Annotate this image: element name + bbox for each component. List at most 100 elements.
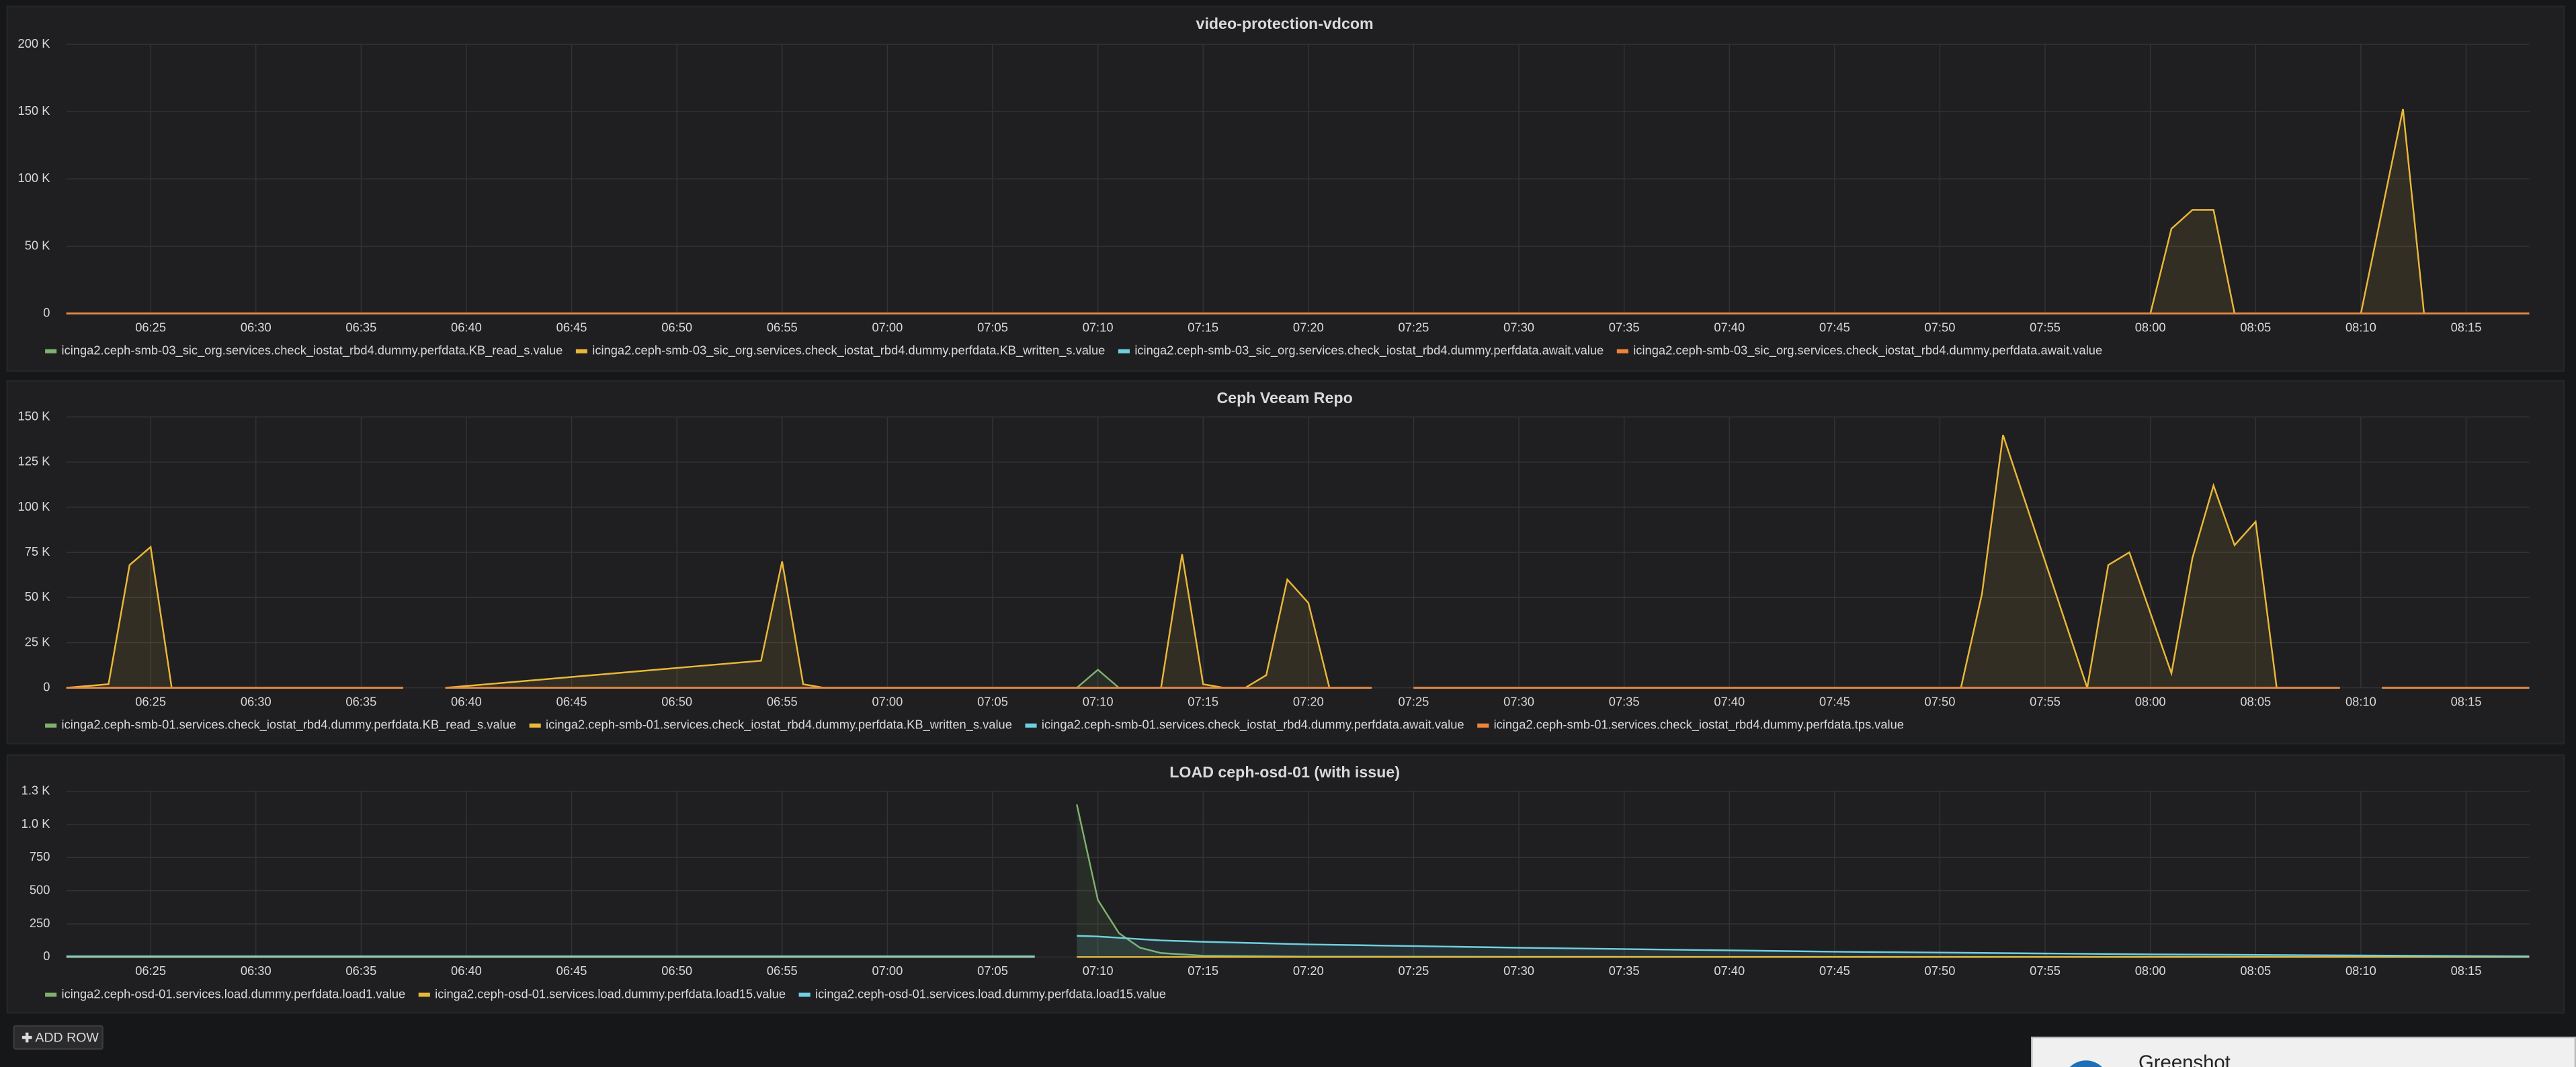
panel-group: Ceph Veeam Repo 0 25 K 50 K 75 K 100 K 125 K 15… <box>6 380 2565 744</box>
x-tick-label: 07:00 <box>872 320 903 334</box>
x-tick-label: 06:45 <box>556 320 587 334</box>
add-row-button[interactable]: ADD ROW <box>13 1025 103 1050</box>
series-line <box>66 935 2530 957</box>
y-tick-label: 750 <box>30 849 50 863</box>
x-tick-label: 06:50 <box>661 320 692 334</box>
notification: Greenshot <box>2030 1036 2576 1067</box>
x-tick-label: 07:45 <box>1819 320 1850 334</box>
x-tick-label: 08:05 <box>2240 694 2271 708</box>
x-tick-label: 07:40 <box>1714 964 1745 978</box>
series-area <box>1077 935 2530 957</box>
x-tick-label: 07:15 <box>1188 694 1218 708</box>
x-tick-label: 06:45 <box>556 964 587 978</box>
y-tick-label: 150 K <box>18 103 51 118</box>
x-tick-label: 06:25 <box>135 964 166 978</box>
x-tick-label: 07:10 <box>1083 320 1114 334</box>
x-tick-label: 07:35 <box>1609 320 1640 334</box>
x-tick-label: 06:25 <box>135 694 166 708</box>
x-tick-label: 06:40 <box>451 320 482 334</box>
x-tick-label: 06:40 <box>451 964 482 978</box>
x-tick-label: 08:05 <box>2240 964 2271 978</box>
x-tick-label: 08:05 <box>2240 320 2271 334</box>
legend-label[interactable]: icinga2.ceph-smb-01.services.check_iosta… <box>546 718 1012 732</box>
x-tick-label: 06:30 <box>241 320 272 334</box>
x-tick-label: 07:05 <box>977 694 1008 708</box>
panel-title: LOAD ceph-osd-01 (with issue) <box>1169 763 1400 781</box>
x-tick-label: 06:25 <box>135 320 166 334</box>
y-tick-label: 200 K <box>18 36 51 50</box>
x-tick-label: 08:10 <box>2345 964 2376 978</box>
x-tick-label: 07:50 <box>1925 964 1956 978</box>
x-tick-label: 07:20 <box>1293 320 1324 334</box>
x-tick-label: 06:40 <box>451 694 482 708</box>
x-tick-label: 07:35 <box>1609 964 1640 978</box>
button-label[interactable]: ADD ROW <box>35 1030 99 1045</box>
x-tick-label: 07:50 <box>1925 320 1956 334</box>
series-area <box>1413 435 2340 688</box>
panel-title: video-protection-vdcom <box>1196 15 1374 32</box>
legend-label[interactable]: icinga2.ceph-smb-01.services.check_iosta… <box>1042 718 1464 732</box>
x-tick-label: 08:15 <box>2451 320 2482 334</box>
x-tick-label: 07:50 <box>1925 694 1956 708</box>
legend-label[interactable]: icinga2.ceph-smb-03_sic_org.services.che… <box>1134 343 1604 358</box>
x-tick-label: 06:55 <box>767 320 798 334</box>
legend-label[interactable]: icinga2.ceph-osd-01.services.load.dummy.… <box>62 986 406 1000</box>
x-tick-label: 07:45 <box>1819 694 1850 708</box>
y-tick-label: 250 <box>30 916 50 930</box>
x-tick-label: 07:15 <box>1188 320 1218 334</box>
y-tick-label: 500 <box>30 882 50 896</box>
y-tick-label: 125 K <box>18 454 51 468</box>
panel <box>6 5 2565 372</box>
x-tick-label: 07:55 <box>2030 694 2061 708</box>
x-tick-label: 07:40 <box>1714 694 1745 708</box>
y-tick-label: 50 K <box>25 589 50 603</box>
x-tick-label: 07:05 <box>977 964 1008 978</box>
y-tick-label: 25 K <box>25 634 50 648</box>
series-line <box>66 435 2530 689</box>
series-line <box>66 108 2530 314</box>
notification-icon <box>2069 1060 2102 1067</box>
x-tick-label: 07:35 <box>1609 694 1640 708</box>
panel-group: LOAD ceph-osd-01 (with issue) 0 250 500 750 1… <box>6 754 2565 1014</box>
y-tick-label: 1.3 K <box>22 783 51 797</box>
x-tick-label: 08:00 <box>2135 964 2166 978</box>
legend-label[interactable]: icinga2.ceph-smb-03_sic_org.services.che… <box>1633 343 2102 358</box>
x-tick-label: 07:20 <box>1293 694 1324 708</box>
notification-frame <box>2030 1036 2576 1067</box>
legend-label[interactable]: icinga2.ceph-osd-01.services.load.dummy.… <box>435 986 786 1000</box>
legend-label[interactable]: icinga2.ceph-smb-01.services.check_iosta… <box>1494 718 1904 732</box>
x-tick-label: 08:00 <box>2135 320 2166 334</box>
panels: video-protection-vdcom 0 50 K 100 K 150 K 200… <box>6 5 2565 1014</box>
x-tick-label: 08:15 <box>2451 964 2482 978</box>
button-frame[interactable] <box>13 1025 103 1050</box>
x-tick-label: 06:55 <box>767 964 798 978</box>
notification-title: Greenshot <box>2138 1052 2231 1067</box>
legend-label[interactable]: icinga2.ceph-smb-01.services.check_iosta… <box>62 718 517 732</box>
x-tick-label: 07:30 <box>1503 320 1534 334</box>
x-tick-label: 07:05 <box>977 320 1008 334</box>
y-tick-label: 150 K <box>18 409 51 423</box>
x-tick-label: 07:55 <box>2030 964 2061 978</box>
x-tick-label: 06:50 <box>661 694 692 708</box>
x-tick-label: 06:35 <box>345 320 376 334</box>
x-tick-label: 07:00 <box>872 964 903 978</box>
x-tick-label: 07:30 <box>1503 694 1534 708</box>
x-tick-label: 07:45 <box>1819 964 1850 978</box>
legend-label[interactable]: icinga2.ceph-smb-03_sic_org.services.che… <box>62 343 563 358</box>
y-tick-label: 0 <box>43 679 50 693</box>
x-tick-label: 07:25 <box>1399 320 1429 334</box>
panel <box>6 380 2565 744</box>
y-tick-label: 0 <box>43 949 50 963</box>
x-tick-label: 06:35 <box>345 964 376 978</box>
x-tick-label: 08:00 <box>2135 694 2166 708</box>
y-tick-label: 100 K <box>18 499 51 513</box>
legend-label[interactable]: icinga2.ceph-smb-03_sic_org.services.che… <box>592 343 1105 358</box>
legend-label[interactable]: icinga2.ceph-osd-01.services.load.dummy.… <box>815 986 1166 1000</box>
y-tick-label: 0 <box>43 305 50 319</box>
y-tick-label: 50 K <box>25 238 50 252</box>
x-tick-label: 06:30 <box>241 964 272 978</box>
x-tick-label: 07:55 <box>2030 320 2061 334</box>
y-tick-label: 1.0 K <box>22 816 51 830</box>
x-tick-label: 07:15 <box>1188 964 1218 978</box>
